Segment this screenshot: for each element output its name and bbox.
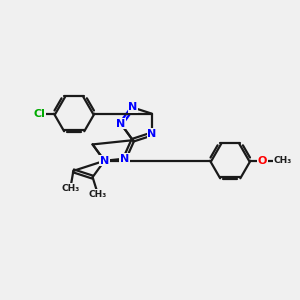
Text: O: O	[258, 156, 267, 166]
Text: CH₃: CH₃	[89, 190, 107, 199]
Text: Cl: Cl	[34, 109, 46, 119]
Text: CH₃: CH₃	[61, 184, 80, 193]
Text: N: N	[128, 103, 137, 112]
Text: N: N	[120, 154, 129, 164]
Text: N: N	[147, 129, 157, 139]
Text: N: N	[116, 119, 125, 129]
Text: N: N	[100, 156, 109, 166]
Text: CH₃: CH₃	[274, 156, 292, 165]
